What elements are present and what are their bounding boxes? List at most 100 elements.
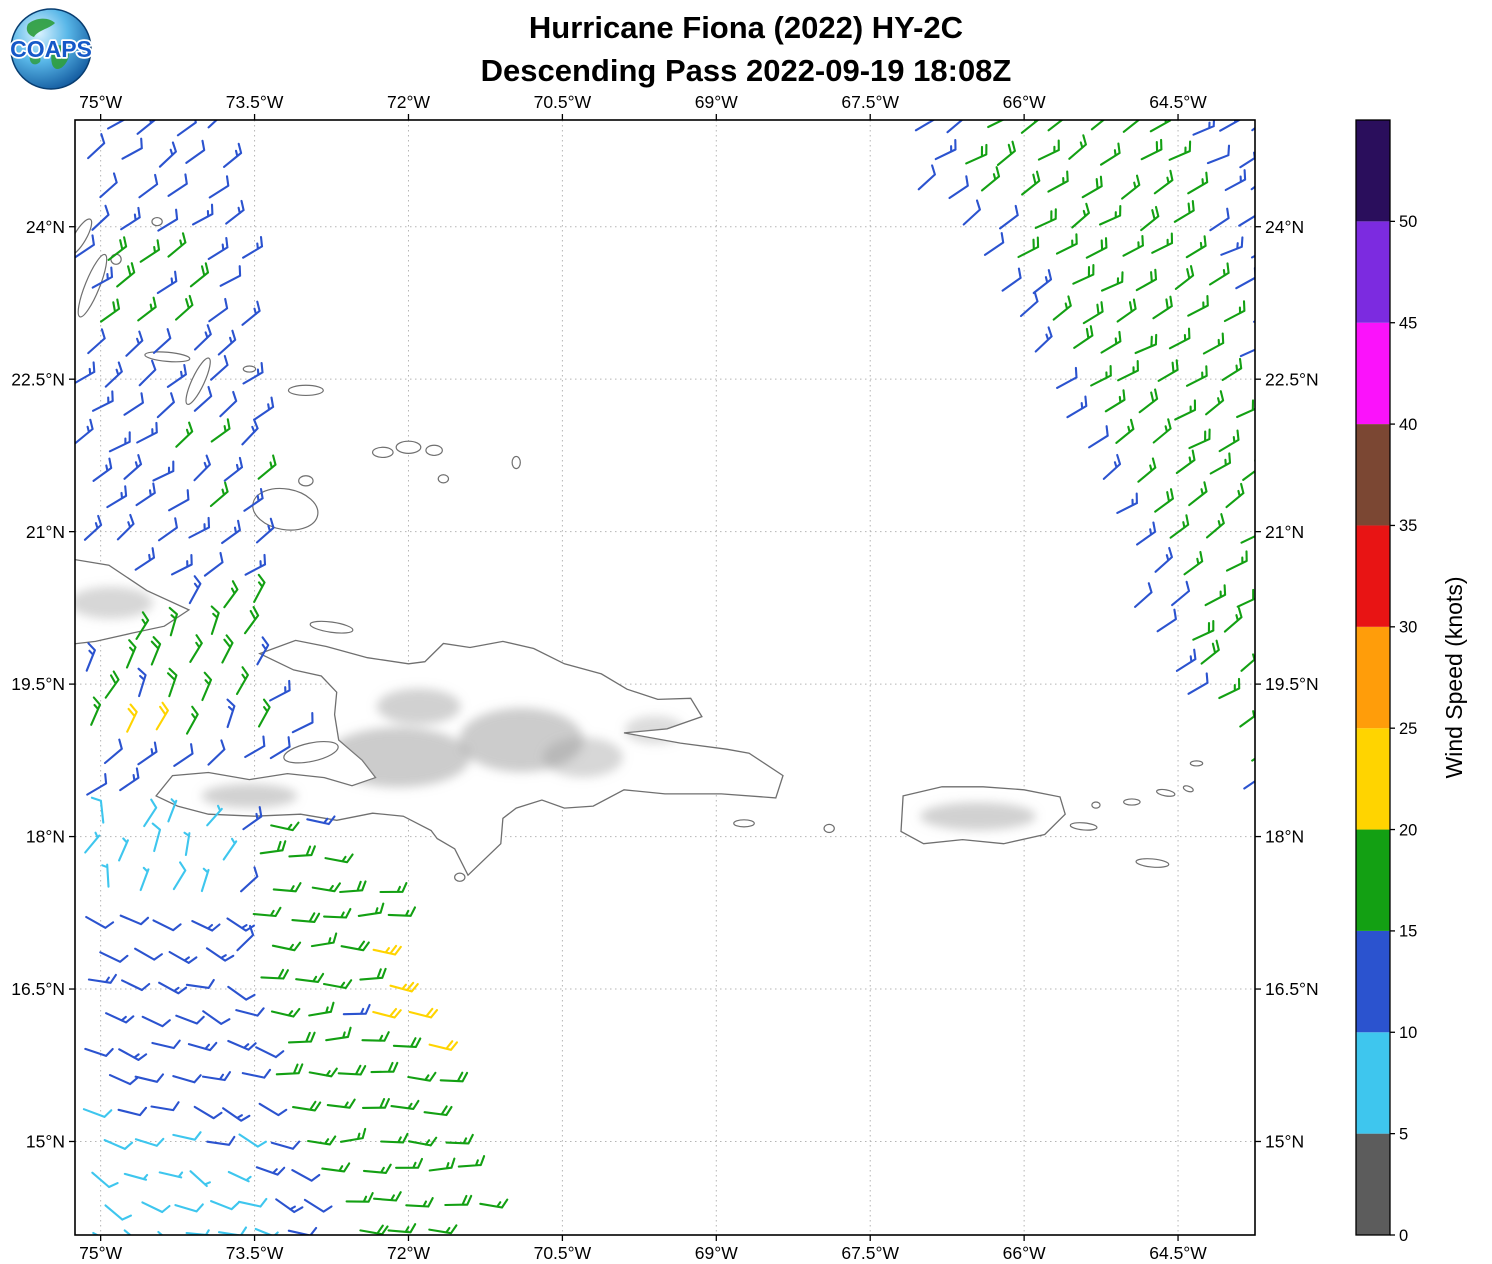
wind-barb [123,392,144,416]
wind-barb [83,514,103,541]
wind-barb [423,1105,453,1117]
island [733,819,755,828]
wind-barb [87,973,117,984]
wind-barb [1154,488,1174,513]
wind-barb [1242,459,1255,481]
wind-barb [150,636,162,666]
wind-barb [1116,298,1137,323]
wind-barb [1052,295,1072,321]
lon-tick-label-bottom: 67.5°W [841,1243,899,1263]
lon-tick-label-bottom: 69°W [695,1243,738,1263]
wind-barb [1090,365,1112,387]
wind-barb [86,772,108,796]
wind-barb [241,1068,272,1079]
wind-barb [1138,388,1159,414]
wind-barb [1219,120,1241,132]
wind-barb [934,138,957,161]
lon-tick-label-bottom: 72°W [387,1243,430,1263]
wind-barb [270,1007,301,1018]
island [287,384,324,397]
wind-barb [136,421,158,444]
wind-barb [1121,174,1141,200]
wind-barb [1098,205,1122,226]
colorbar-tick-label: 40 [1399,416,1417,434]
wind-barb [372,944,402,956]
wind-barb [1021,170,1041,196]
wind-barb [439,1071,469,1083]
wind-barb [183,831,191,857]
wind-barb [227,1039,257,1051]
wind-barb [121,979,151,992]
wind-barb [242,235,264,259]
wind-barb [306,815,336,826]
wind-barb [257,454,277,480]
colorbar-tick-label: 5 [1399,1125,1408,1143]
wind-barb [200,867,210,893]
wind-barb [143,798,158,828]
colorbar-tick-label: 35 [1399,517,1417,535]
wind-barb [118,1048,148,1061]
wind-barb [90,796,105,824]
wind-barb [407,1136,438,1147]
island [425,444,443,457]
wind-barb [185,139,206,164]
colorbar-tick-label: 0 [1399,1227,1408,1245]
wind-barb [340,940,370,952]
island [252,487,319,531]
coaps-logo-text: COAPS [10,36,92,62]
wind-barb [260,968,289,980]
wind-barb [339,880,367,894]
wind-barb [152,328,172,354]
wind-barb [1116,492,1138,514]
wind-barb [1140,205,1160,232]
lon-tick-label-bottom: 73.5°W [226,1243,284,1263]
island [1189,760,1204,767]
wind-barb [134,547,156,571]
wind-barb [1188,428,1211,450]
wind-barb [1185,365,1208,387]
wind-barb [141,1201,171,1214]
wind-barb [125,639,137,669]
continent-shape [26,18,55,37]
wind-barb [107,120,126,130]
wind-barb [1239,348,1255,358]
wind-barb [108,431,131,453]
wind-barb [85,642,96,672]
wind-barb [166,363,187,388]
wind-barb [1204,584,1227,607]
island [511,455,521,470]
colorbar-axis-label: Wind Speed (knots) [1441,577,1467,779]
wind-barbs-layer [75,120,1278,1235]
wind-barb [139,866,150,892]
wind-barb [310,932,338,948]
wind-barb [457,1155,486,1168]
colorbar-border [1355,119,1391,1236]
wind-barb [292,1100,322,1112]
wind-barb [1099,142,1121,166]
colorbar-tick-label: 50 [1399,213,1417,231]
wind-barb [1047,120,1064,132]
wind-barb [206,1135,236,1146]
colorbar-segment [1356,424,1390,526]
wind-barb [244,553,267,576]
island [823,823,835,834]
wind-barb [75,234,95,259]
wind-barb [1073,325,1094,349]
wind-barb [275,1198,304,1214]
wind-barb [84,831,101,854]
wind-barb [1258,491,1278,509]
wind-barb [1081,175,1103,199]
wind-barb [345,1192,374,1203]
lat-tick-label-right: 16.5°N [1265,979,1319,999]
axis-labels: 75°W 75°W 73.5°W 73.5°W 72°W 72°W 70.5°W 70.5°W… [11,92,1318,1263]
wind-barb [1088,425,1109,449]
lat-tick-label-right: 18°N [1265,827,1304,847]
coaps-logo: COAPS [8,6,94,92]
wind-barb [91,266,114,289]
wind-barb [325,1026,352,1042]
wind-barb [106,485,128,509]
wind-barb [255,517,275,544]
wind-barb [235,1007,265,1017]
lat-tick-label-left: 21°N [26,522,65,542]
wind-barb [1122,234,1144,257]
